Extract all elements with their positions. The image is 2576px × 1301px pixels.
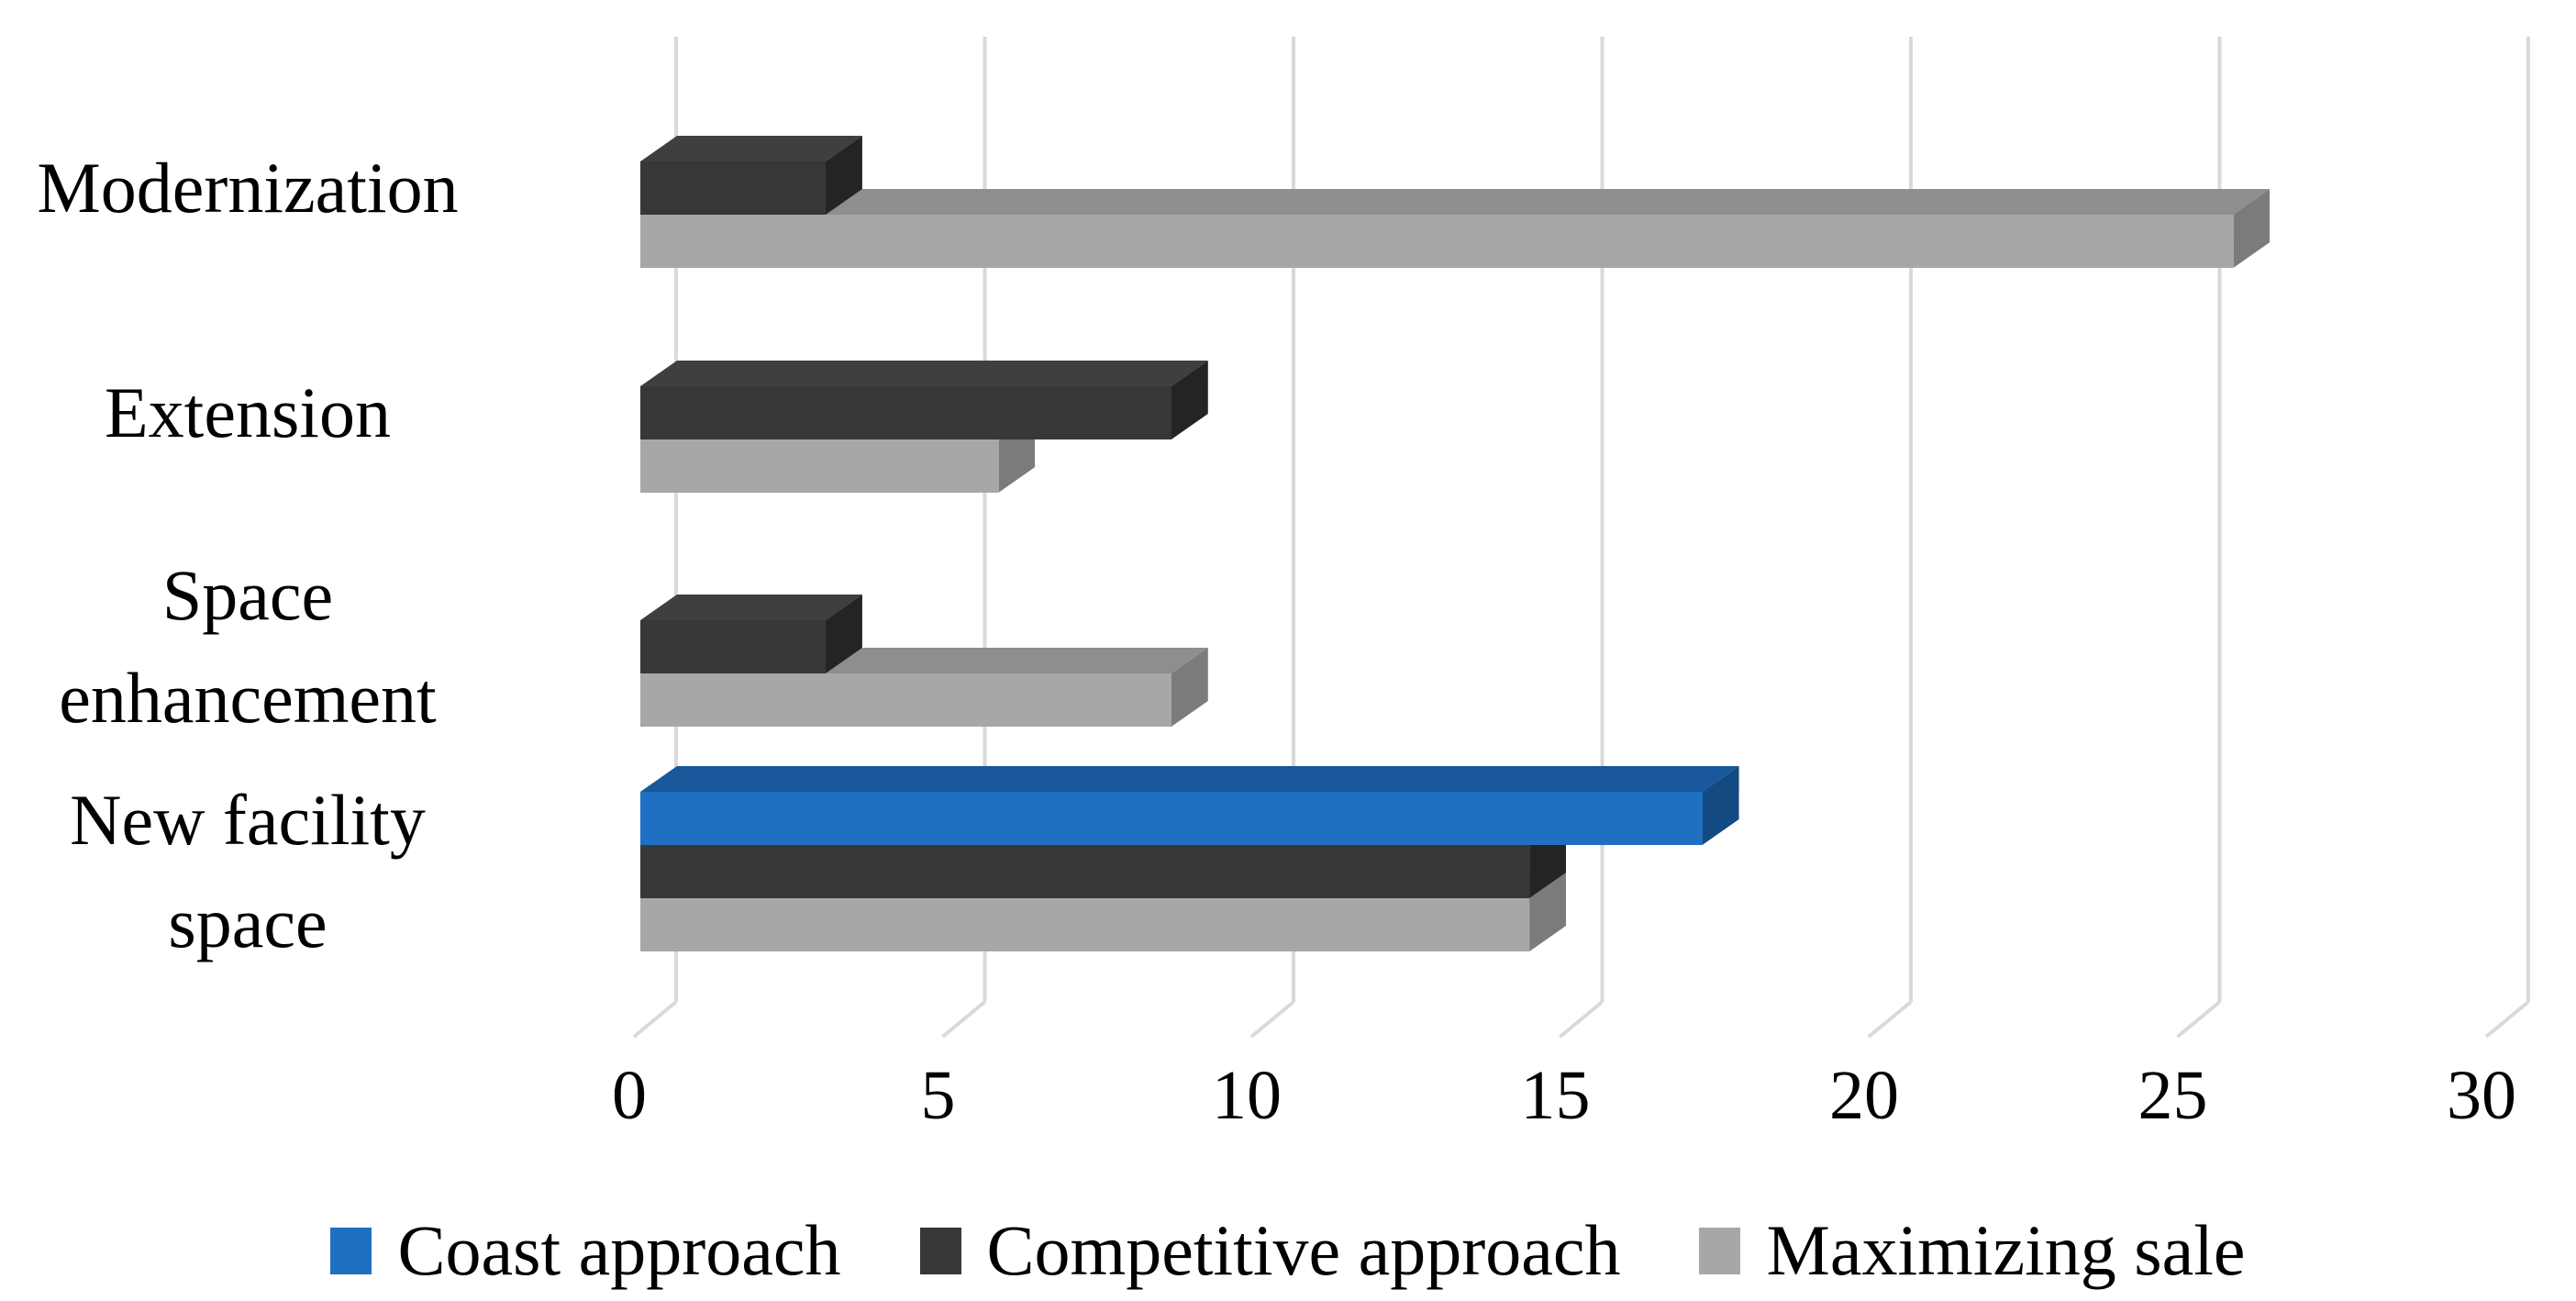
x-tick-label: 20 xyxy=(1829,1057,1899,1134)
legend-item: Maximizing sale xyxy=(1699,1209,2246,1292)
bar-top-face xyxy=(640,361,1208,386)
bar-maximizing-sale xyxy=(640,673,1171,727)
legend-label: Competitive approach xyxy=(986,1210,1621,1290)
category-label: Modernization xyxy=(37,148,459,228)
x-tick-label: 10 xyxy=(1212,1057,1282,1134)
category-label: Extension xyxy=(105,373,391,452)
x-tick-label: 25 xyxy=(2137,1057,2208,1134)
bar-competitive-approach xyxy=(640,620,826,673)
bar-top-face xyxy=(640,189,2270,215)
x-tick-label: 30 xyxy=(2447,1057,2516,1134)
gridline-foot xyxy=(1867,1000,1913,1039)
legend-item: Competitive approach xyxy=(919,1209,1621,1292)
legend-label: Coast approach xyxy=(397,1210,841,1290)
legend-swatch-icon xyxy=(330,1227,372,1274)
legend-item: Coast approach xyxy=(330,1209,841,1292)
gridline-foot xyxy=(632,1000,678,1039)
bar-coast-approach xyxy=(640,792,1703,845)
category-label: Space enhancement xyxy=(59,555,437,738)
bar-maximizing-sale xyxy=(640,215,2234,268)
gridline-foot xyxy=(941,1000,986,1039)
bar-top-face xyxy=(640,136,862,161)
category-label: New facility space xyxy=(70,780,426,962)
bar-competitive-approach xyxy=(640,161,826,215)
legend: Coast approach Competitive approach Maximi… xyxy=(0,1209,2576,1292)
legend-label: Maximizing sale xyxy=(1766,1210,2246,1290)
x-tick-label: 5 xyxy=(920,1057,956,1134)
gridline-foot xyxy=(2176,1000,2221,1039)
x-tick-label: 0 xyxy=(612,1057,647,1134)
bar-maximizing-sale xyxy=(640,898,1530,951)
legend-swatch-icon xyxy=(1699,1227,1741,1274)
bar-maximizing-sale xyxy=(640,439,999,493)
bar-top-face xyxy=(640,595,862,620)
bar-competitive-approach xyxy=(640,386,1171,439)
bar-competitive-approach xyxy=(640,845,1530,898)
legend-swatch-icon xyxy=(919,1227,961,1274)
gridline-foot xyxy=(1249,1000,1295,1039)
gridline-foot xyxy=(1559,1000,1604,1039)
x-tick-label: 15 xyxy=(1520,1057,1591,1134)
bar-top-face xyxy=(640,766,1739,792)
gridline-foot xyxy=(2484,1000,2530,1039)
